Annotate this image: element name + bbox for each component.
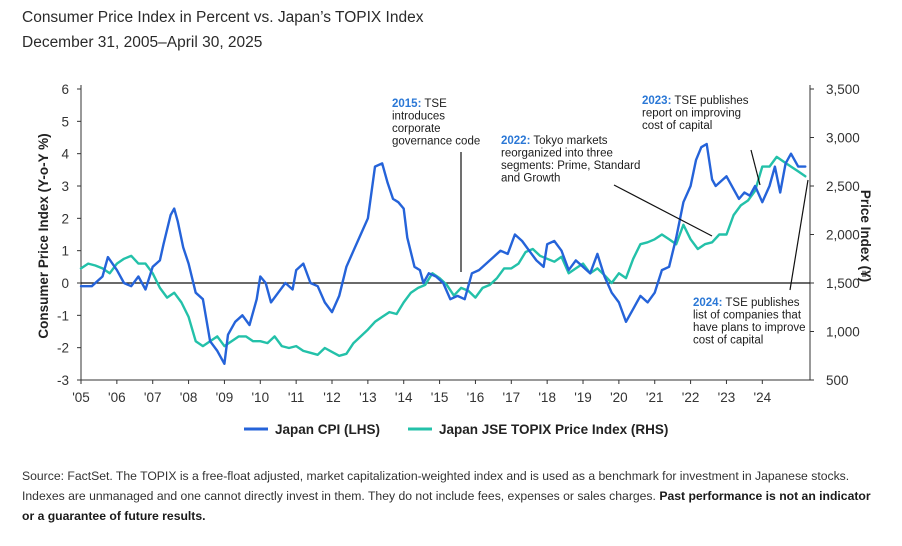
annotation-line: corporate	[392, 123, 441, 135]
line-chart: -3 -2 -1 0 1 2 3 4 5 6 500 1,000 1,500 2,000 2,500 3,00…	[36, 82, 873, 437]
annotation-2024: 2024: TSE publishes list of companies tha…	[693, 297, 806, 347]
annotation-line: list of companies that	[693, 310, 802, 322]
annotation-2023: 2023: TSE publishes report on improving co…	[642, 95, 749, 132]
right-tick-label: 500	[826, 373, 849, 388]
annotation-line: cost of capital	[642, 120, 712, 132]
annotation-leader-2	[613, 184, 713, 237]
left-tick-label: 6	[61, 82, 69, 97]
annotation-2015: 2015: TSE introduces corporate governance c…	[392, 98, 480, 148]
annotation-line: and Growth	[501, 173, 560, 185]
x-tick-label: '20	[610, 390, 628, 405]
annotation-line: segments: Prime, Standard	[501, 160, 640, 172]
annotation-line: report on improving	[642, 108, 741, 120]
annotation-line: 2024: TSE publishes	[693, 297, 800, 309]
x-tick-label: '09	[216, 390, 234, 405]
left-tick-label: 4	[61, 147, 69, 162]
left-tick-label: 5	[61, 114, 69, 129]
x-tick-label: '19	[574, 390, 592, 405]
right-axis-title: Price Index (¥)	[858, 190, 873, 282]
source-note: Source: FactSet. The TOPIX is a free-flo…	[22, 466, 884, 526]
x-tick-label: '07	[144, 390, 162, 405]
right-tick-label: 2,000	[826, 228, 860, 243]
left-axis-title: Consumer Price Index (Y-o-Y %)	[36, 133, 51, 338]
annotation-leader-3	[750, 149, 761, 186]
chart-subtitle: December 31, 2005–April 30, 2025	[22, 34, 263, 51]
x-tick-label: '21	[646, 390, 664, 405]
annotation-line: 2023: TSE publishes	[642, 95, 749, 107]
annotation-year: 2024:	[693, 297, 722, 309]
left-tick-label: -3	[57, 373, 69, 388]
x-tick-label: '06	[108, 390, 126, 405]
annotation-line: cost of capital	[693, 335, 763, 347]
left-tick-label: -2	[57, 341, 69, 356]
cpi-series-line	[79, 142, 807, 365]
legend-label-cpi: Japan CPI (LHS)	[275, 422, 380, 437]
annotation-2022: 2022: Tokyo markets reorganized into thre…	[501, 135, 640, 185]
source-text: Source: FactSet. The TOPIX is a free-flo…	[22, 469, 850, 503]
annotation-line: governance code	[392, 136, 480, 148]
right-tick-label: 1,000	[826, 325, 860, 340]
chart-title: Consumer Price Index in Percent vs. Japa…	[22, 9, 424, 26]
left-tick-label: 2	[61, 211, 69, 226]
x-tick-label: '13	[359, 390, 377, 405]
annotation-year: 2023:	[642, 95, 671, 107]
disclaimer-text: Past performance is not an indicator or …	[22, 489, 871, 523]
x-tick-label: '12	[323, 390, 341, 405]
right-tick-label: 3,500	[826, 82, 860, 97]
x-tick-label: '17	[503, 390, 521, 405]
left-tick-label: 1	[61, 244, 69, 259]
annotation-line: 2022: Tokyo markets	[501, 135, 608, 147]
legend-label-topix: Japan JSE TOPIX Price Index (RHS)	[439, 422, 668, 437]
right-tick-label: 1,500	[826, 276, 860, 291]
right-tick-label: 3,000	[826, 131, 860, 146]
x-tick-label: '22	[682, 390, 700, 405]
x-tick-label: '11	[288, 390, 305, 405]
x-tick-label: '23	[718, 390, 736, 405]
x-tick-label: '24	[754, 390, 772, 405]
x-tick-label: '14	[395, 390, 413, 405]
annotation-year: 2022:	[501, 135, 530, 147]
annotation-line: 2015: TSE	[392, 98, 447, 110]
x-tick-label: '05	[72, 390, 90, 405]
annotation-line: reorganized into three	[501, 148, 613, 160]
annotation-line: introduces	[392, 111, 445, 123]
annotation-leader-4	[789, 179, 809, 291]
left-tick-label: -1	[57, 308, 69, 323]
left-tick-label: 0	[61, 276, 69, 291]
x-tick-label: '16	[467, 390, 485, 405]
x-tick-label: '08	[180, 390, 198, 405]
annotation-year: 2015:	[392, 98, 421, 110]
right-tick-label: 2,500	[826, 179, 860, 194]
x-tick-label: '15	[431, 390, 449, 405]
x-tick-label: '18	[538, 390, 556, 405]
annotation-line: have plans to improve	[693, 322, 806, 334]
left-tick-label: 3	[61, 179, 69, 194]
x-tick-label: '10	[251, 390, 269, 405]
